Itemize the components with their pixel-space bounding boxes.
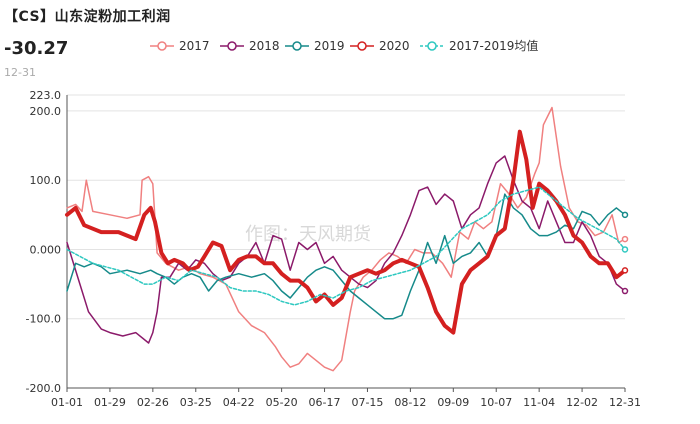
- series-group: [65, 106, 629, 372]
- series-end-point: [621, 235, 629, 243]
- y-tick-label: 200.0: [30, 105, 62, 118]
- series-line-4: [66, 186, 626, 306]
- legend-swatch-marker: [427, 41, 437, 51]
- x-tick-label: 06-17: [309, 396, 341, 409]
- y-tick-label: 0.000: [30, 243, 62, 256]
- legend-swatch-marker: [357, 41, 367, 51]
- legend-item-2[interactable]: 2019: [285, 39, 345, 53]
- legend-item-4[interactable]: 2017-2019均值: [420, 38, 538, 53]
- legend-item-0[interactable]: 2017: [150, 39, 210, 53]
- x-tick-label: 08-12: [394, 396, 426, 409]
- series-end-point: [621, 287, 629, 295]
- legend-label: 2017-2019均值: [449, 38, 538, 53]
- x-tick-label: 03-25: [180, 396, 212, 409]
- legend[interactable]: 2017 2018 2019 2020 2017-2019均值: [150, 38, 538, 53]
- watermark: 作图：天风期货: [245, 224, 371, 245]
- legend-label: 2018: [249, 39, 280, 53]
- y-tick-label: -200.0: [26, 382, 61, 395]
- x-tick-label: 12-02: [566, 396, 598, 409]
- series-end-point: [621, 211, 629, 219]
- legend-label: 2019: [314, 39, 345, 53]
- latest-date: 12-31: [4, 66, 36, 79]
- x-tick-label: 10-07: [480, 396, 512, 409]
- legend-swatch-marker: [157, 41, 167, 51]
- series-end-point: [621, 246, 629, 253]
- legend-item-3[interactable]: 2020: [350, 39, 410, 53]
- x-tick-label: 01-29: [94, 396, 126, 409]
- y-tick-label: -100.0: [26, 313, 61, 326]
- series-line-2: [66, 193, 626, 320]
- x-tick-label: 07-15: [351, 396, 383, 409]
- x-tick-label: 04-22: [223, 396, 255, 409]
- series-line-3: [65, 129, 627, 335]
- x-tick-label: 09-09: [437, 396, 469, 409]
- x-tick-label: 01-01: [51, 396, 83, 409]
- series-end-point: [621, 267, 629, 274]
- latest-value: -30.27: [4, 38, 69, 59]
- x-tick-label: 05-20: [266, 396, 298, 409]
- x-tick-label: 11-04: [523, 396, 555, 409]
- legend-swatch-marker: [292, 41, 302, 51]
- chart-title: 【CS】山东淀粉加工利润: [4, 9, 171, 25]
- legend-item-1[interactable]: 2018: [220, 39, 280, 53]
- y-tick-label: 223.0: [30, 89, 62, 102]
- legend-swatch-marker: [227, 41, 237, 51]
- x-tick-label: 02-26: [137, 396, 169, 409]
- legend-label: 2020: [379, 39, 410, 53]
- y-tick-label: 100.0: [30, 174, 62, 187]
- x-tick-label: 12-31: [609, 396, 641, 409]
- axes: -200.0 -100.0 0.000 100.0 200.0 223.0 01-01 01-…: [26, 89, 641, 409]
- legend-label: 2017: [179, 39, 210, 53]
